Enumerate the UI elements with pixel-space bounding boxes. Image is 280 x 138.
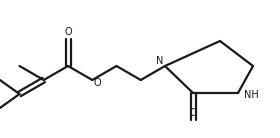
Text: O: O: [189, 108, 197, 118]
Text: O: O: [64, 27, 72, 37]
Text: N: N: [156, 56, 164, 66]
Text: NH: NH: [244, 90, 258, 100]
Text: O: O: [94, 78, 101, 88]
